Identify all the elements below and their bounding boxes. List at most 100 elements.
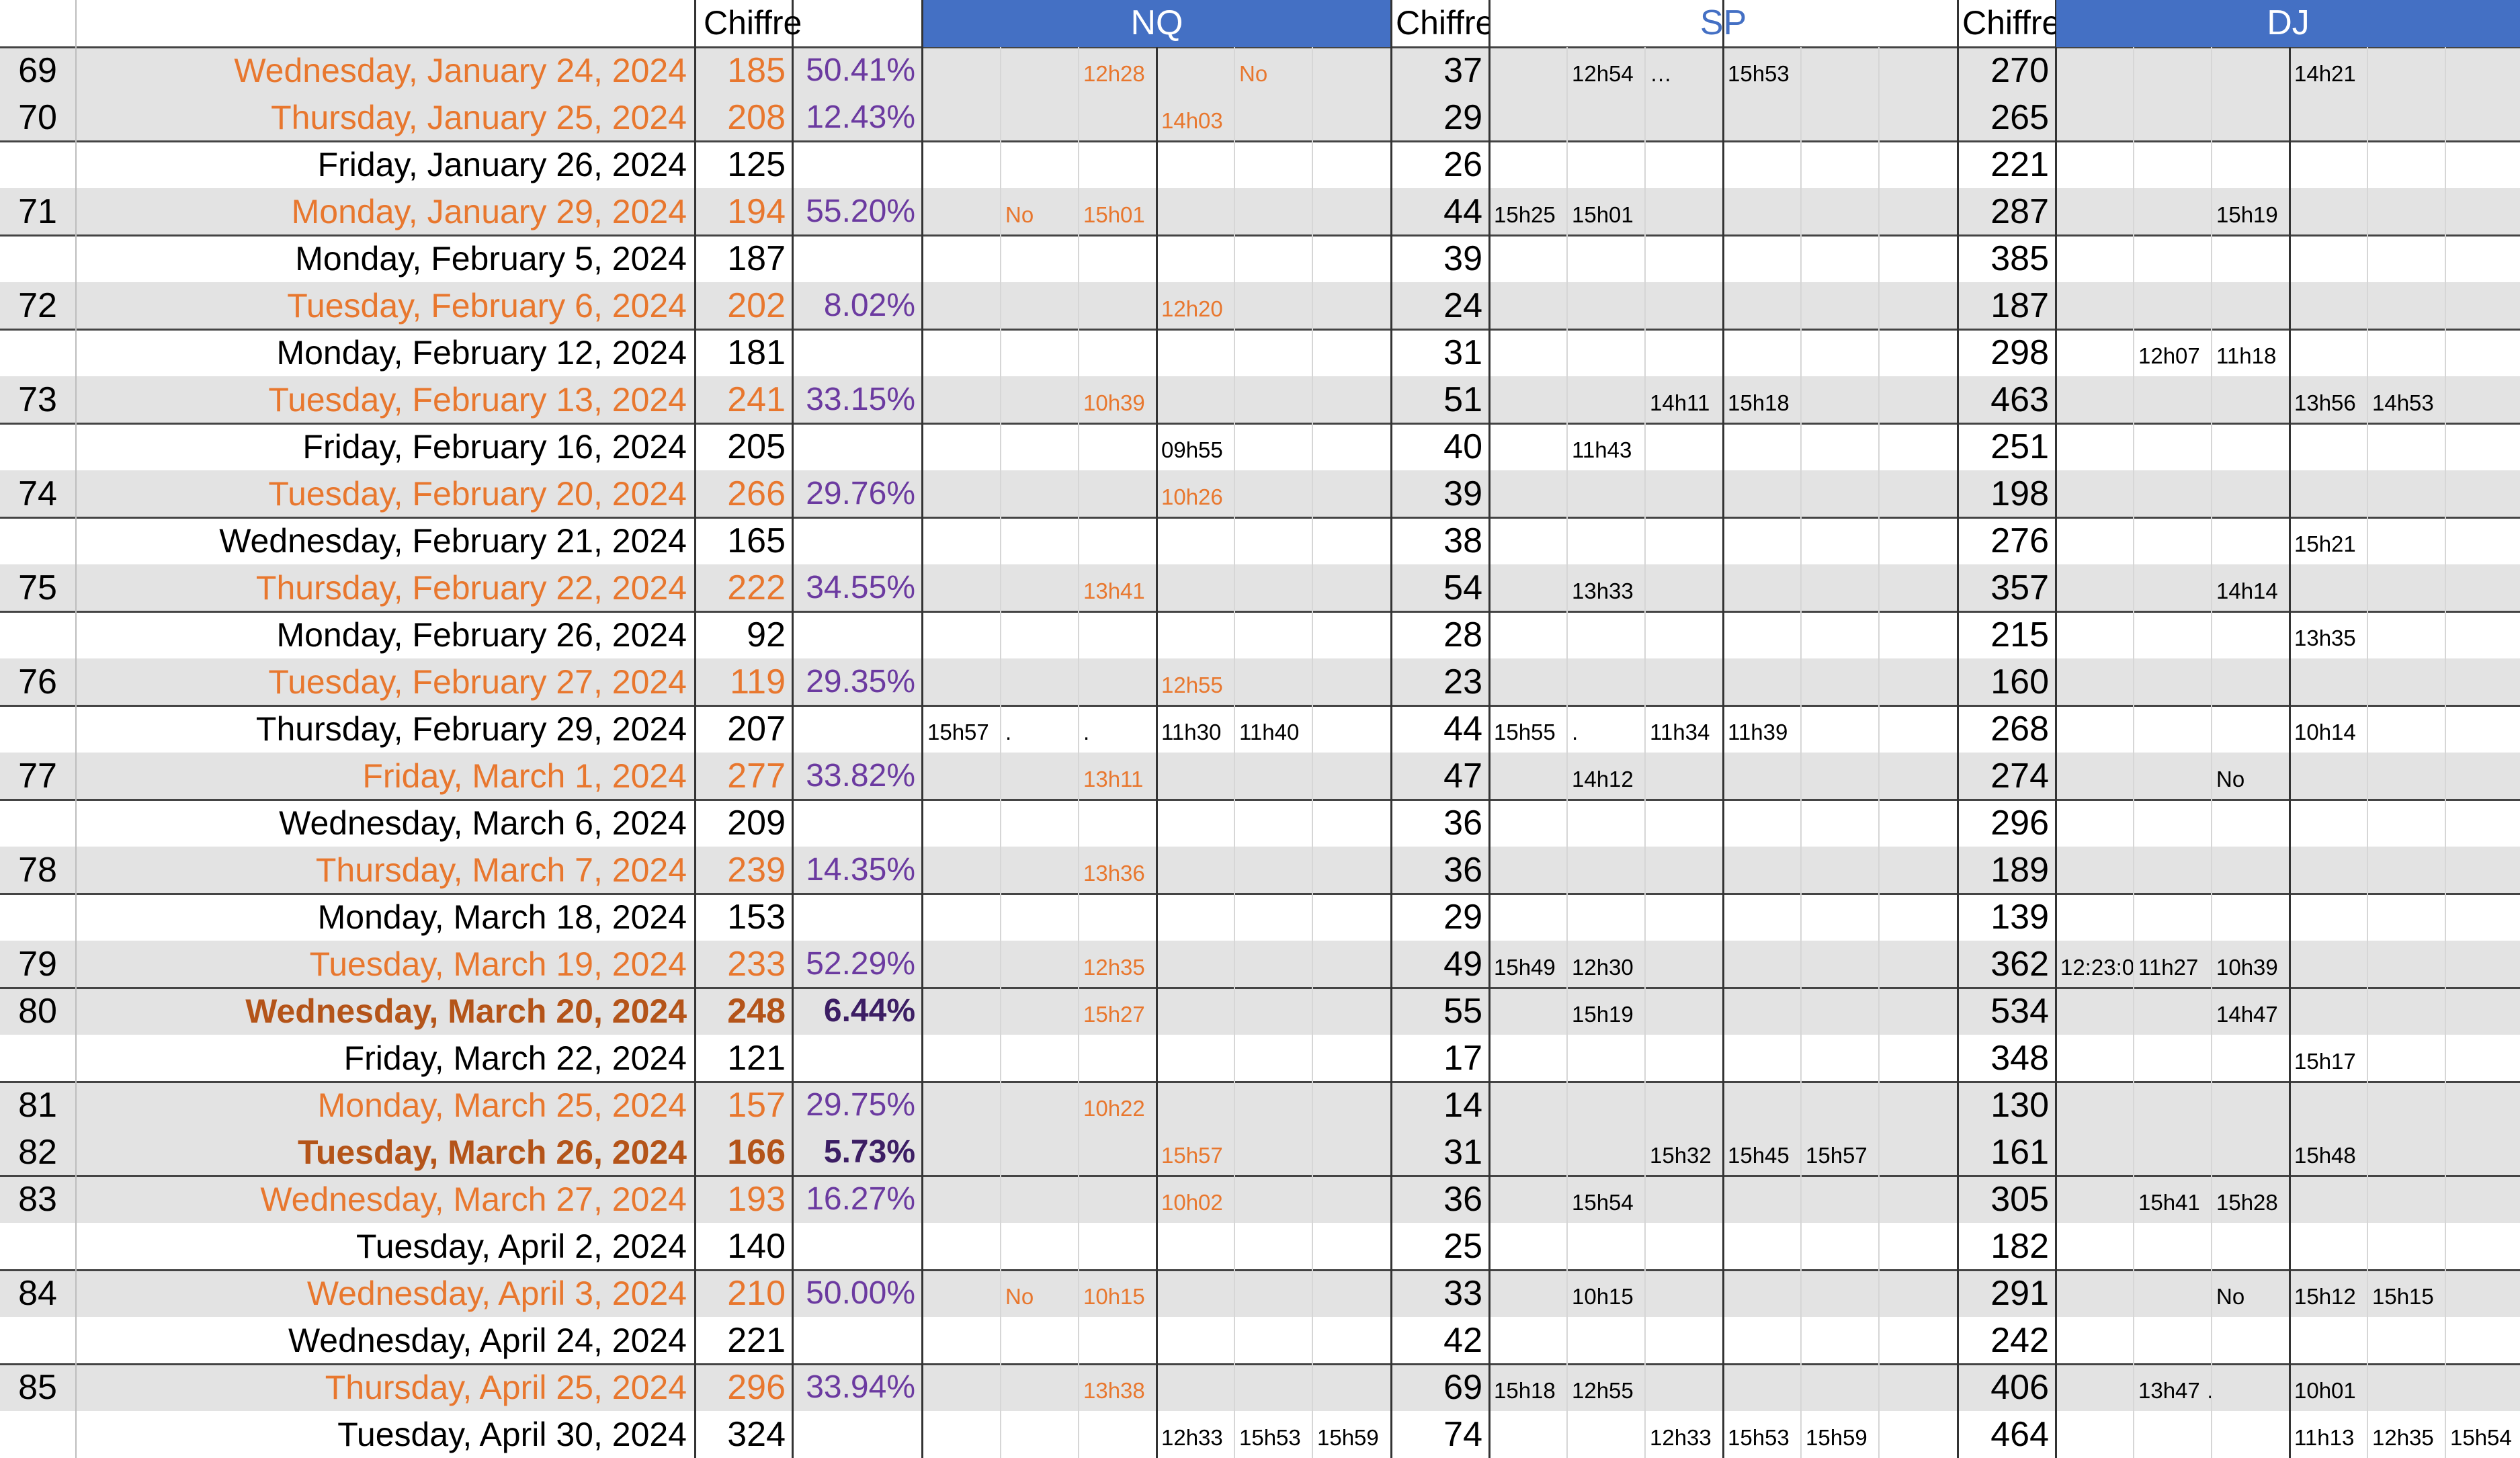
chiffre-3-cell[interactable]: 385 xyxy=(1990,239,2049,278)
date-cell[interactable]: Wednesday, January 24, 2024 xyxy=(234,52,687,89)
sp-time-cell[interactable]: 12h33 xyxy=(1650,1425,1712,1450)
chiffre-cell[interactable]: 208 xyxy=(727,98,786,137)
sp-time-cell[interactable]: 15h01 xyxy=(1572,202,1634,227)
chiffre-2-cell[interactable]: 49 xyxy=(1443,945,1482,984)
nq-time-cell[interactable]: 15h27 xyxy=(1083,1002,1145,1027)
row-index[interactable]: 71 xyxy=(18,192,57,231)
dj-time-cell[interactable]: 13h47 … xyxy=(2138,1378,2211,1403)
row-index[interactable]: 80 xyxy=(18,992,57,1031)
date-cell[interactable]: Wednesday, April 24, 2024 xyxy=(288,1322,687,1359)
row-index[interactable] xyxy=(0,517,75,564)
chiffre-2-cell[interactable]: 28 xyxy=(1443,615,1482,654)
nq-time-cell[interactable]: 12h20 xyxy=(1161,296,1223,321)
chiffre-cell[interactable]: 266 xyxy=(727,474,786,513)
chiffre-cell[interactable]: 153 xyxy=(727,898,786,937)
percent-cell[interactable] xyxy=(793,235,921,282)
chiffre-3-cell[interactable]: 242 xyxy=(1990,1321,2049,1360)
nq-time-cell[interactable]: 15h59 xyxy=(1317,1425,1379,1450)
chiffre-2-cell[interactable]: 54 xyxy=(1443,568,1482,607)
chiffre-cell[interactable]: 207 xyxy=(727,710,786,748)
row-index[interactable]: 74 xyxy=(18,474,57,513)
header-chiffre-1[interactable]: Chiffre xyxy=(704,4,802,42)
chiffre-2-cell[interactable]: 37 xyxy=(1443,51,1482,90)
date-cell[interactable]: Wednesday, April 3, 2024 xyxy=(306,1275,687,1312)
chiffre-2-cell[interactable]: 14 xyxy=(1443,1086,1482,1125)
row-index[interactable]: 75 xyxy=(18,568,57,607)
chiffre-cell[interactable]: 194 xyxy=(727,192,786,231)
chiffre-cell[interactable]: 202 xyxy=(727,286,786,325)
chiffre-3-cell[interactable]: 270 xyxy=(1990,51,2049,90)
dj-time-cell[interactable]: No xyxy=(2216,767,2245,791)
dj-time-cell[interactable]: 10h39 xyxy=(2216,955,2278,980)
chiffre-3-cell[interactable]: 187 xyxy=(1990,286,2049,325)
chiffre-2-cell[interactable]: 44 xyxy=(1443,192,1482,231)
row-index[interactable] xyxy=(0,705,75,753)
chiffre-3-cell[interactable]: 362 xyxy=(1990,945,2049,984)
dj-time-cell[interactable]: 15h54 xyxy=(2450,1425,2512,1450)
dj-time-cell[interactable]: 12h07 xyxy=(2138,343,2200,368)
nq-time-cell[interactable]: No xyxy=(1239,61,1268,86)
chiffre-2-cell[interactable]: 40 xyxy=(1443,427,1482,466)
row-index[interactable]: 76 xyxy=(18,662,57,701)
sp-time-cell[interactable]: . xyxy=(1572,720,1579,744)
chiffre-cell[interactable]: 221 xyxy=(727,1321,786,1360)
sp-time-cell[interactable]: 12h54 xyxy=(1572,61,1634,86)
date-cell[interactable]: Tuesday, April 2, 2024 xyxy=(356,1228,687,1265)
sp-time-cell[interactable]: 15h25 xyxy=(1494,202,1556,227)
chiffre-3-cell[interactable]: 291 xyxy=(1990,1274,2049,1313)
nq-time-cell[interactable]: 09h55 xyxy=(1161,437,1223,462)
chiffre-cell[interactable]: 181 xyxy=(727,333,786,372)
percent-cell[interactable]: 33.94% xyxy=(806,1369,915,1405)
chiffre-3-cell[interactable]: 357 xyxy=(1990,568,2049,607)
dj-time-cell[interactable]: 13h35 xyxy=(2294,626,2356,650)
date-cell[interactable]: Thursday, February 22, 2024 xyxy=(255,569,687,607)
nq-time-cell[interactable]: 11h40 xyxy=(1239,720,1300,744)
chiffre-cell[interactable]: 241 xyxy=(727,380,786,419)
dj-time-cell[interactable]: 15h28 xyxy=(2216,1190,2278,1215)
percent-cell[interactable]: 29.76% xyxy=(806,476,915,511)
nq-time-cell[interactable]: No xyxy=(1005,1284,1034,1309)
row-index[interactable] xyxy=(0,1035,75,1082)
chiffre-2-cell[interactable]: 39 xyxy=(1443,474,1482,513)
chiffre-2-cell[interactable]: 69 xyxy=(1443,1368,1482,1407)
chiffre-3-cell[interactable]: 265 xyxy=(1990,98,2049,137)
percent-cell[interactable]: 5.73% xyxy=(823,1134,915,1170)
chiffre-cell[interactable]: 121 xyxy=(727,1039,786,1078)
date-cell[interactable]: Monday, February 26, 2024 xyxy=(276,616,687,654)
chiffre-cell[interactable]: 324 xyxy=(727,1415,786,1454)
row-index[interactable]: 72 xyxy=(18,286,57,325)
nq-time-cell[interactable]: . xyxy=(1083,720,1090,744)
percent-cell[interactable]: 33.82% xyxy=(806,758,915,794)
nq-time-cell[interactable]: 10h22 xyxy=(1083,1096,1145,1121)
percent-cell[interactable] xyxy=(793,423,921,470)
date-cell[interactable]: Monday, January 29, 2024 xyxy=(291,193,687,230)
chiffre-cell[interactable]: 119 xyxy=(730,662,786,701)
chiffre-3-cell[interactable]: 348 xyxy=(1990,1039,2049,1078)
dj-time-cell[interactable]: 14h47 xyxy=(2216,1002,2278,1027)
chiffre-2-cell[interactable]: 38 xyxy=(1443,521,1482,560)
percent-cell[interactable] xyxy=(793,705,921,753)
nq-time-cell[interactable]: 15h57 xyxy=(1161,1143,1223,1168)
date-cell[interactable]: Tuesday, February 27, 2024 xyxy=(268,663,687,701)
row-index[interactable]: 81 xyxy=(18,1086,57,1125)
dj-time-cell[interactable]: 12:23:0 xyxy=(2060,955,2133,980)
chiffre-cell[interactable]: 92 xyxy=(747,615,786,654)
header-sp[interactable]: SP xyxy=(1699,3,1747,42)
dj-time-cell[interactable]: 13h56 xyxy=(2294,390,2356,415)
row-index[interactable] xyxy=(0,423,75,470)
date-cell[interactable]: Tuesday, February 13, 2024 xyxy=(268,381,687,419)
chiffre-3-cell[interactable]: 130 xyxy=(1990,1086,2049,1125)
percent-cell[interactable]: 52.29% xyxy=(806,946,915,982)
row-index[interactable]: 77 xyxy=(18,757,57,796)
chiffre-cell[interactable]: 239 xyxy=(727,851,786,890)
sp-time-cell[interactable]: 15h45 xyxy=(1728,1143,1790,1168)
chiffre-cell[interactable]: 209 xyxy=(727,804,786,843)
sp-time-cell[interactable]: 15h19 xyxy=(1572,1002,1634,1027)
dj-time-cell[interactable]: 10h01 xyxy=(2294,1378,2356,1403)
chiffre-cell[interactable]: 296 xyxy=(727,1368,786,1407)
dj-time-cell[interactable]: 14h21 xyxy=(2294,61,2356,86)
nq-time-cell[interactable]: 13h36 xyxy=(1083,861,1145,886)
date-cell[interactable]: Wednesday, March 20, 2024 xyxy=(245,992,687,1030)
chiffre-3-cell[interactable]: 139 xyxy=(1990,898,2049,937)
chiffre-2-cell[interactable]: 29 xyxy=(1443,98,1482,137)
